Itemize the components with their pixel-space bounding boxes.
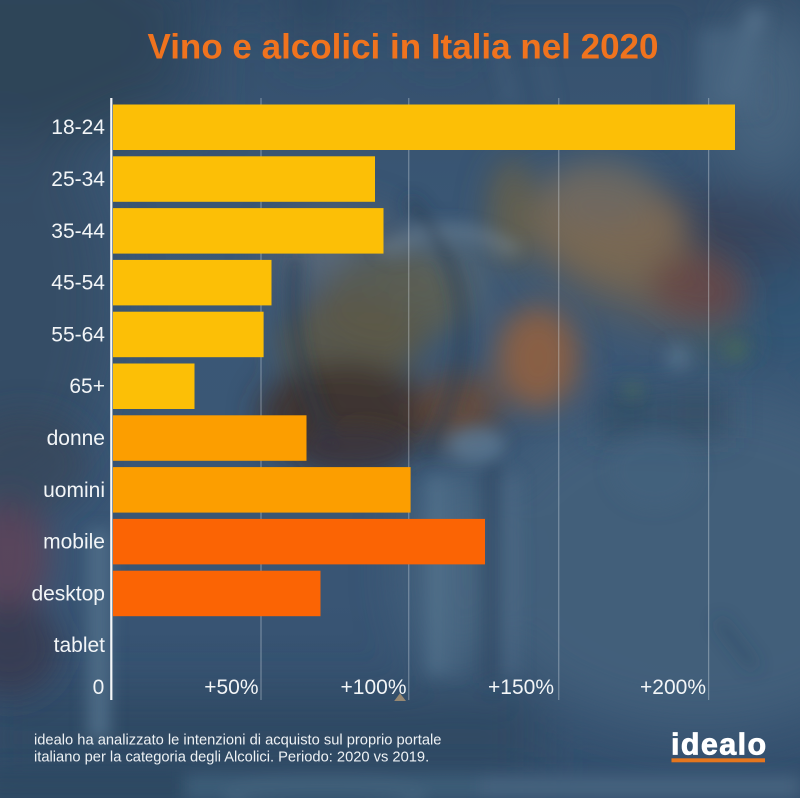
svg-text:idealo ha analizzato le intenz: idealo ha analizzato le intenzioni di ac… (34, 733, 441, 749)
svg-text:65+: 65+ (69, 375, 105, 398)
svg-text:35-44: 35-44 (51, 220, 105, 243)
svg-text:+50%: +50% (204, 676, 258, 699)
svg-text:mobile: mobile (43, 531, 105, 554)
svg-text:45-54: 45-54 (51, 272, 105, 295)
svg-text:+100%: +100% (341, 676, 407, 699)
svg-text:0: 0 (93, 676, 105, 699)
svg-text:+150%: +150% (488, 676, 554, 699)
svg-text:+200%: +200% (640, 676, 706, 699)
svg-text:italiano per la categoria degl: italiano per la categoria degli Alcolici… (34, 750, 429, 766)
svg-text:55-64: 55-64 (51, 323, 105, 346)
svg-text:25-34: 25-34 (51, 168, 105, 191)
svg-text:donne: donne (47, 427, 105, 450)
svg-text:18-24: 18-24 (51, 116, 105, 139)
svg-text:desktop: desktop (31, 582, 105, 605)
svg-text:tablet: tablet (54, 634, 106, 657)
svg-text:Vino e alcolici in Italia nel: Vino e alcolici in Italia nel 2020 (148, 28, 659, 67)
svg-text:idealo: idealo (671, 728, 768, 762)
svg-text:uomini: uomini (43, 479, 105, 502)
